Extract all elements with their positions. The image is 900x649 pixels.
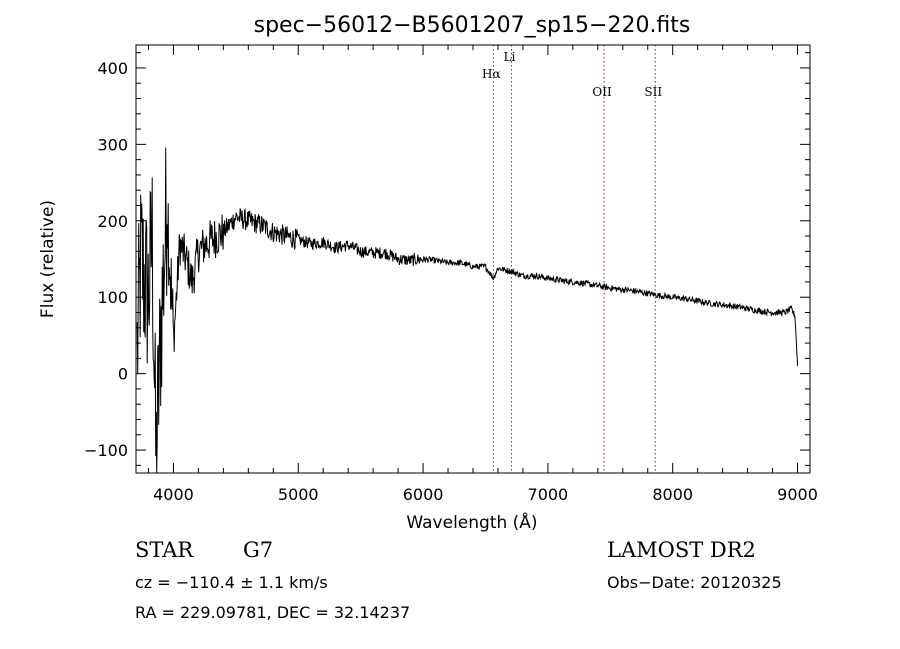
chart-title: spec−56012−B5601207_sp15−220.fits	[254, 13, 691, 38]
x-tick-label: 9000	[777, 485, 818, 504]
x-tick-label: 5000	[278, 485, 319, 504]
observation-date: Obs−Date: 20120325	[607, 573, 782, 592]
spectrum-line	[136, 147, 798, 474]
y-tick-label: 0	[118, 365, 128, 384]
y-tick-label: 100	[97, 288, 128, 307]
y-tick-label: 200	[97, 212, 128, 231]
annotation-label: OII	[592, 85, 612, 99]
annotation-label: Hα	[482, 67, 501, 81]
x-tick-label: 8000	[652, 485, 693, 504]
plot-frame	[135, 44, 811, 474]
x-tick-label: 4000	[153, 485, 194, 504]
y-tick-label: 400	[97, 59, 128, 78]
y-axis-label: Flux (relative)	[38, 200, 58, 318]
coordinates: RA = 229.09781, DEC = 32.14237	[135, 603, 411, 622]
object-type: STAR	[135, 538, 194, 562]
annotation-label: Li	[504, 50, 516, 64]
x-axis-label: Wavelength (Å)	[406, 511, 537, 533]
x-tick-label: 7000	[528, 485, 569, 504]
x-tick-label: 6000	[403, 485, 444, 504]
survey-name: LAMOST DR2	[607, 538, 756, 562]
spectral-subclass: G7	[243, 538, 274, 562]
axis-ticks: 4000 5000 6000 7000 8000 9000 −100 0 100 200 300 40…	[84, 45, 818, 504]
annotation-label: SII	[644, 85, 662, 99]
y-tick-label: −100	[84, 441, 128, 460]
redshift-value: cz = −110.4 ± 1.1 km/s	[135, 573, 328, 592]
y-tick-label: 300	[97, 135, 128, 154]
